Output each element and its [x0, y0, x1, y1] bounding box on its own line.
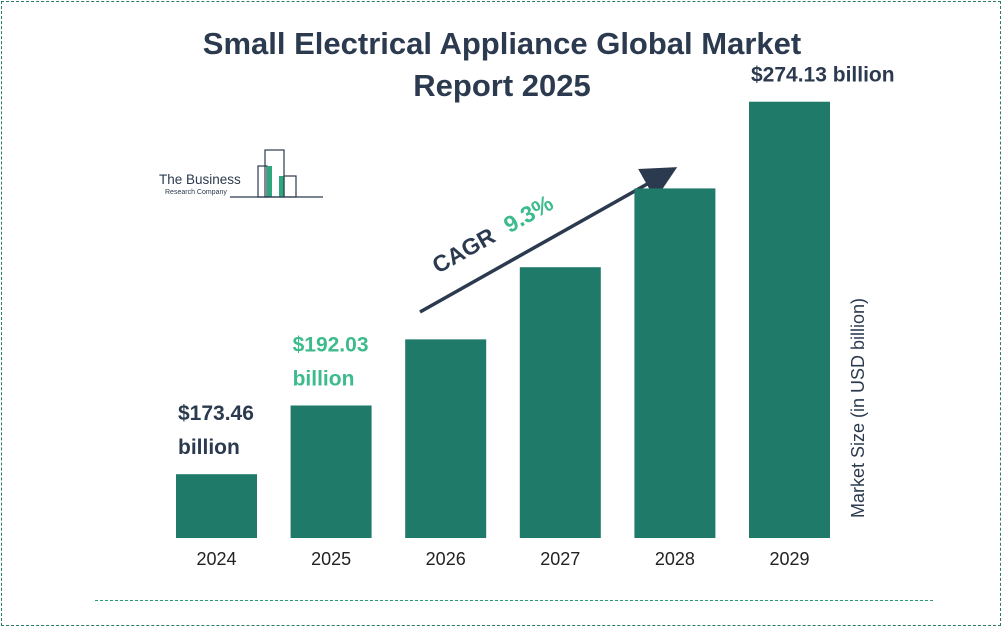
- data-labels: $173.46 billion $192.03 billion $274.13 bill…: [178, 64, 895, 459]
- bar-2025: [290, 405, 372, 538]
- logo-text-line1: The Business: [159, 172, 241, 187]
- logo-text-line2: Research Company: [165, 189, 227, 196]
- x-tick-label-2027: 2027: [540, 549, 580, 569]
- cagr-label: CAGR 9.3%: [428, 189, 558, 278]
- data-label-2025-line1: $192.03: [293, 333, 369, 356]
- company-logo: The Business Research Company: [159, 149, 323, 198]
- bar-2026: [405, 339, 487, 538]
- y-axis-label: Market Size (in USD billion): [848, 298, 868, 518]
- bar-2027: [519, 267, 601, 538]
- data-label-2029-line1: $274.13 billion: [751, 64, 895, 87]
- x-tick-label-2026: 2026: [426, 549, 466, 569]
- bar-2024: [176, 474, 257, 538]
- bar-2028: [634, 188, 716, 538]
- bars-group: [176, 101, 830, 539]
- x-tick-labels: 2024 2025 2026 2027 2028 2029: [196, 549, 809, 569]
- data-label-2025-line2: billion: [293, 367, 355, 390]
- data-label-2024-line2: billion: [178, 436, 240, 459]
- cagr-arrow: [419, 167, 678, 314]
- x-tick-label-2024: 2024: [196, 549, 236, 569]
- x-tick-label-2028: 2028: [655, 549, 695, 569]
- cagr-label-text: CAGR: [428, 222, 500, 278]
- x-tick-label-2029: 2029: [769, 549, 809, 569]
- chart-title-line2: Report 2025: [413, 68, 591, 103]
- logo-buildings-icon: [230, 149, 323, 198]
- chart-title: Small Electrical Appliance Global Market: [202, 26, 802, 61]
- x-tick-label-2025: 2025: [311, 549, 351, 569]
- bottom-divider: [95, 600, 933, 601]
- cagr-value: 9.3%: [499, 189, 557, 237]
- bar-2029: [749, 101, 830, 539]
- data-label-2024-line1: $173.46: [178, 402, 254, 425]
